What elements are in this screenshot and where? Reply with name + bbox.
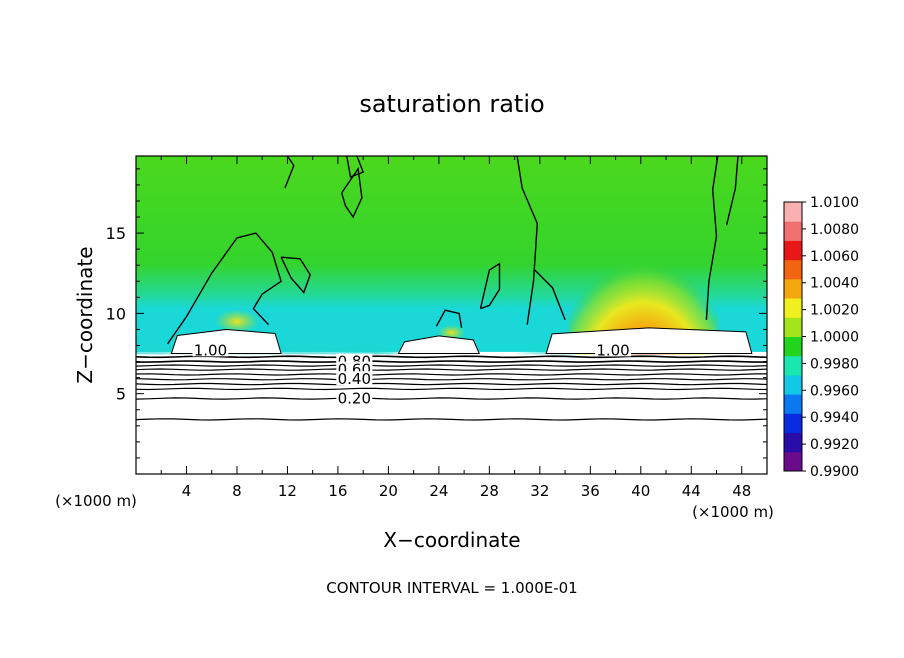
contour-label-5: 0.20 xyxy=(338,390,371,408)
x-tick-label-28: 28 xyxy=(480,482,499,500)
x-tick-label-40: 40 xyxy=(631,482,650,500)
y-tick-label-5: 5 xyxy=(116,385,126,404)
colorbar-segment-11 xyxy=(784,240,802,261)
colorbar-segment-6 xyxy=(784,336,802,357)
contour-line-100-0 xyxy=(167,232,282,345)
colorbar-label-7: 0.9960 xyxy=(810,383,859,399)
contour-line-100-8 xyxy=(534,269,566,321)
lower-layer xyxy=(136,354,767,474)
colorbar-segment-8 xyxy=(784,298,802,318)
colorbar-segment-1 xyxy=(784,432,802,453)
contour-level-6 xyxy=(136,382,767,386)
colorbar-label-9: 0.9920 xyxy=(810,437,859,453)
contour-level-2 xyxy=(136,364,767,367)
contour-line-100-9 xyxy=(705,156,719,320)
contour-level-7 xyxy=(136,387,767,391)
contour-label-4: 0.40 xyxy=(338,370,371,388)
colorbar-label-5: 1.0000 xyxy=(810,330,859,346)
colorbar-segment-3 xyxy=(784,394,802,414)
contour-label-bg-1 xyxy=(595,342,632,357)
x-unit-left: (×1000 m) xyxy=(55,492,137,510)
colorbar-segment-0 xyxy=(784,451,802,472)
x-unit-right: (×1000 m) xyxy=(692,503,774,521)
colorbar-segment-2 xyxy=(784,413,802,434)
colorbar-segment-13 xyxy=(784,202,802,222)
y-tick-label-15: 15 xyxy=(106,224,126,243)
contour-line-100-5 xyxy=(435,309,463,328)
contour-line-100-3 xyxy=(341,166,363,219)
colorbar-segment-9 xyxy=(784,278,802,299)
colorbar-label-3: 1.0040 xyxy=(810,276,859,292)
x-tick-label-36: 36 xyxy=(581,482,600,500)
contour-line-100-1 xyxy=(280,256,311,294)
colorbar-label-0: 1.0100 xyxy=(810,195,859,211)
colorbar-label-2: 1.0060 xyxy=(810,249,859,265)
colorbar-label-1: 1.0080 xyxy=(810,222,859,238)
cloud-region-1 xyxy=(397,335,481,355)
contour-line-100-2 xyxy=(284,156,295,189)
plot-area: 1.00 1.000.800.600.400.20 xyxy=(136,156,767,474)
x-tick-label-8: 8 xyxy=(232,482,242,500)
contour-interval-text: CONTOUR INTERVAL = 1.000E-01 xyxy=(326,579,577,597)
contour-label-bg-0 xyxy=(192,342,229,357)
contour-line-100-10 xyxy=(725,156,739,226)
y-tick-label-10: 10 xyxy=(106,304,126,323)
contour-level-4 xyxy=(136,373,767,376)
contour-label-bg-5 xyxy=(336,390,373,405)
contour-level-5 xyxy=(136,378,767,381)
contour-label-1: 1.00 xyxy=(596,341,629,359)
x-tick-label-48: 48 xyxy=(732,482,751,500)
x-tick-label-32: 32 xyxy=(530,482,549,500)
contour-line-100-4 xyxy=(346,156,365,178)
colorbar-segment-5 xyxy=(784,355,802,376)
colorbar-segment-7 xyxy=(784,317,802,337)
x-axis-ticks: 4 8 12 16 20 24 28 32 36 40 44 48 xyxy=(160,156,751,500)
x-tick-label-4: 4 xyxy=(182,482,192,500)
colorbar-label-8: 0.9940 xyxy=(810,410,859,426)
x-tick-label-24: 24 xyxy=(429,482,448,500)
contour-line-100-7 xyxy=(516,156,539,325)
x-tick-label-16: 16 xyxy=(328,482,347,500)
contour-label-bg-4 xyxy=(336,371,373,386)
colorbar-segment-10 xyxy=(784,259,802,280)
moist-patch-1 xyxy=(214,309,259,334)
chart-title: saturation ratio xyxy=(359,90,544,118)
x-tick-label-20: 20 xyxy=(379,482,398,500)
x-axis-label: X−coordinate xyxy=(383,528,520,552)
contour-level-3 xyxy=(136,368,767,371)
colorbar-label-10: 0.9900 xyxy=(810,464,859,480)
contour-level-0 xyxy=(136,355,767,359)
colorbar-segment-12 xyxy=(784,221,802,241)
colorbar-label-6: 0.9980 xyxy=(810,356,859,372)
x-tick-label-12: 12 xyxy=(278,482,297,500)
colorbar-segment-4 xyxy=(784,374,802,395)
x-tick-label-44: 44 xyxy=(682,482,701,500)
contour-level-8 xyxy=(136,397,767,400)
y-axis-ticks: 5 10 15 xyxy=(106,168,767,459)
contour-label-0: 1.00 xyxy=(194,341,227,359)
contour-line-100-6 xyxy=(479,262,501,310)
y-axis-label: Z−coordinate xyxy=(73,246,97,383)
contour-level-9 xyxy=(136,418,767,421)
contour-level-1 xyxy=(136,360,767,363)
colorbar-label-4: 1.0020 xyxy=(810,303,859,319)
colorbar: 1.0100 1.0080 1.0060 1.0040 1.0020 1.0000 0.99… xyxy=(783,195,859,480)
plot-frame xyxy=(135,155,768,475)
